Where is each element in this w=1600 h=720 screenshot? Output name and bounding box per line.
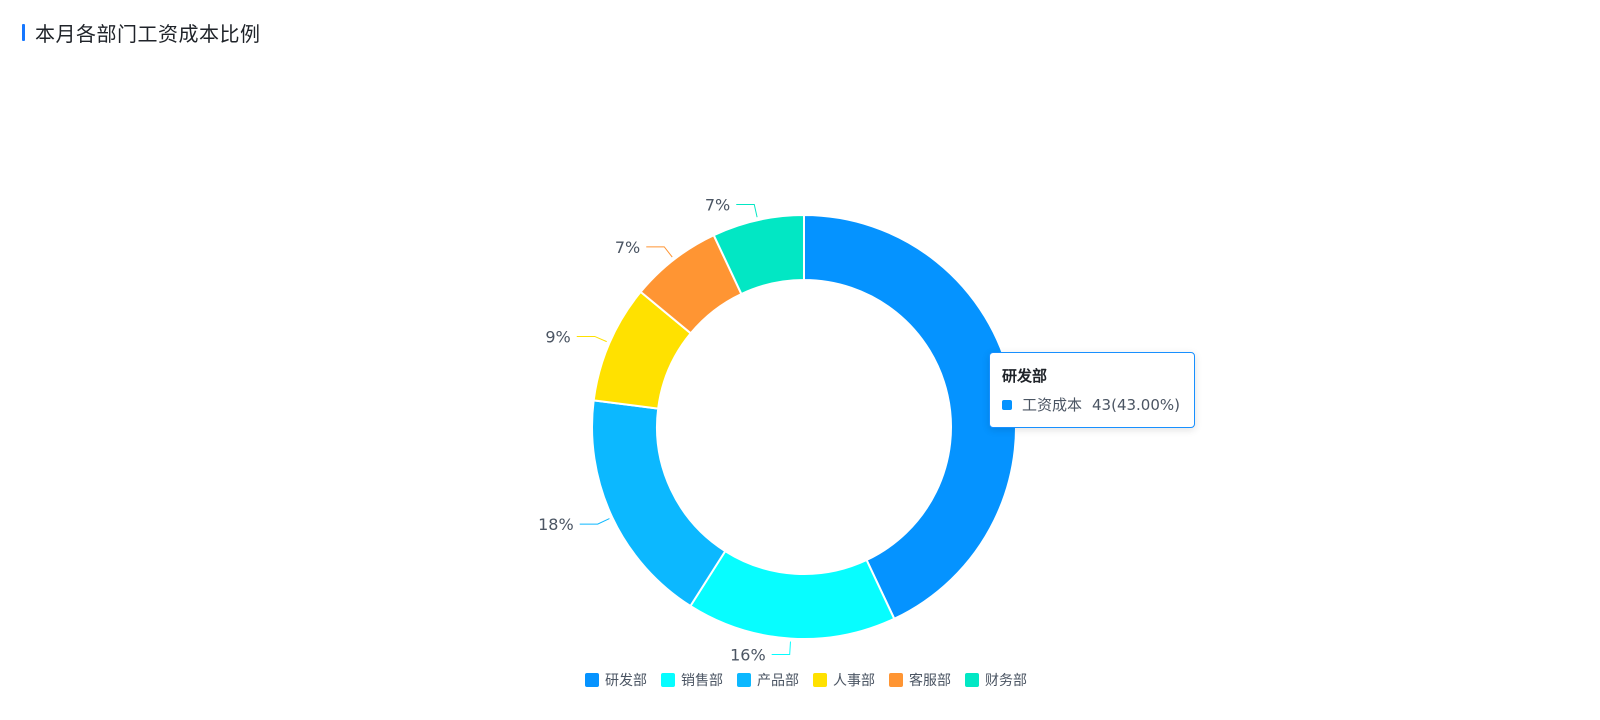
legend-label: 销售部 — [681, 673, 723, 689]
legend-item-产品部[interactable]: 产品部 — [737, 673, 799, 689]
legend-swatch-icon — [889, 673, 903, 687]
chart-title-bar: 本月各部门工资成本比例 — [22, 18, 261, 46]
slice-产品部[interactable] — [591, 399, 727, 608]
label-line-产品部 — [579, 518, 610, 525]
slice-研发部[interactable] — [803, 213, 1017, 621]
data-label-客服部: 7% — [615, 238, 640, 257]
slice-财务部[interactable] — [712, 213, 805, 296]
tooltip-swatch-icon — [1002, 399, 1012, 410]
tooltip-title: 研发部 — [1002, 367, 1048, 385]
legend-item-销售部[interactable]: 销售部 — [661, 673, 723, 689]
tooltip-value: 43(43.00%) — [1092, 395, 1181, 414]
legend-swatch-icon — [737, 673, 751, 687]
label-line-人事部 — [576, 335, 607, 343]
legend-label: 财务部 — [985, 673, 1027, 689]
label-line-客服部 — [646, 246, 673, 258]
legend-label: 研发部 — [605, 673, 647, 689]
legend-item-财务部[interactable]: 财务部 — [965, 673, 1027, 689]
legend-item-研发部[interactable]: 研发部 — [585, 673, 647, 689]
data-label-销售部: 16% — [730, 646, 766, 665]
legend-swatch-icon — [585, 673, 599, 687]
tooltip-series-name: 工资成本 — [1022, 396, 1083, 414]
label-line-销售部 — [771, 641, 791, 656]
legend-swatch-icon — [661, 673, 675, 687]
data-label-财务部: 7% — [705, 195, 730, 214]
legend-item-人事部[interactable]: 人事部 — [813, 673, 875, 689]
legend-item-客服部[interactable]: 客服部 — [889, 672, 951, 689]
label-line-财务部 — [736, 203, 758, 218]
legend-label: 客服部 — [909, 672, 951, 689]
legend-label: 人事部 — [833, 673, 875, 689]
data-label-人事部: 9% — [545, 327, 570, 346]
tooltip: 研发部 工资成本 43(43.00%) — [989, 352, 1195, 428]
chart-title: 本月各部门工资成本比例 — [35, 21, 261, 46]
tooltip-row: 工资成本 43(43.00%) — [1002, 394, 1182, 415]
legend-group: 研发部 销售部 产品部 人事部 客服部 财务部 — [585, 672, 1027, 689]
legend-label: 产品部 — [757, 673, 799, 689]
legend-swatch-icon — [813, 673, 827, 687]
slice-销售部[interactable] — [689, 549, 896, 640]
data-label-产品部: 18% — [538, 515, 574, 534]
legend-swatch-icon — [965, 673, 979, 687]
slices-group — [591, 213, 1017, 640]
title-accent-bar — [22, 23, 25, 41]
